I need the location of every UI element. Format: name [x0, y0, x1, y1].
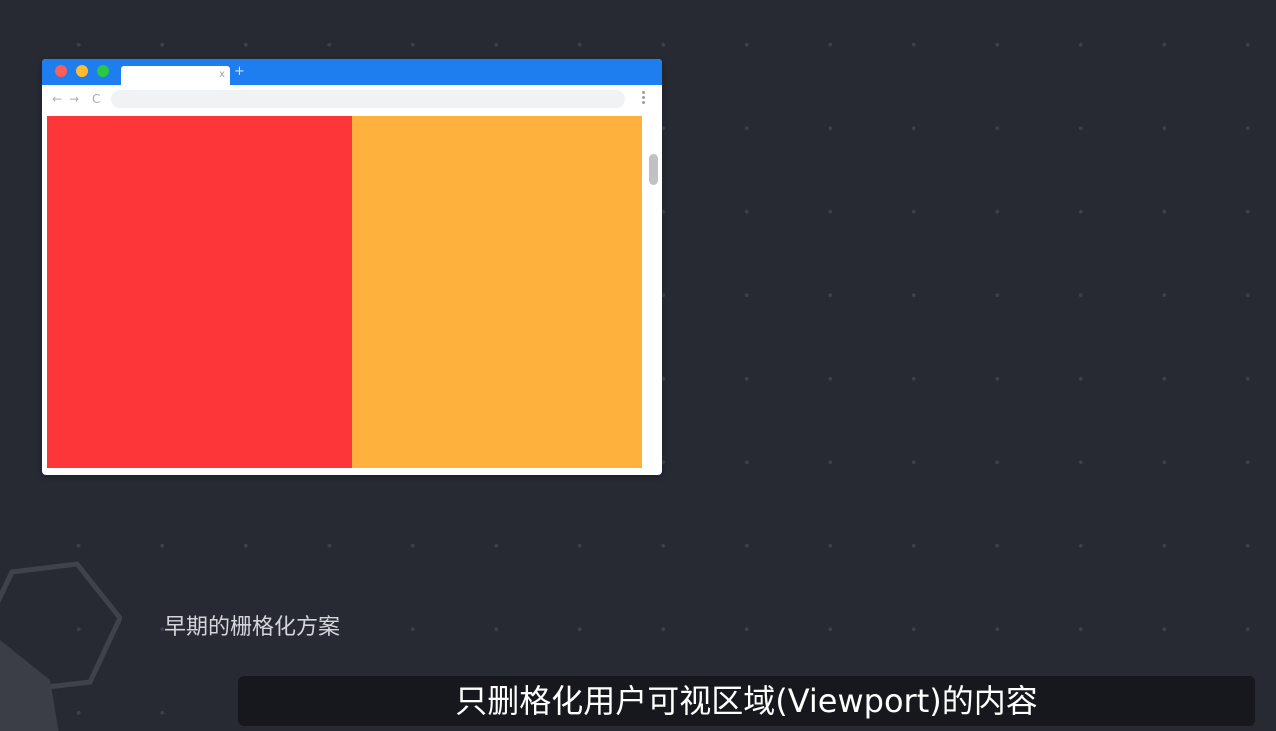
address-bar-input[interactable] — [111, 90, 625, 108]
red-content-block — [47, 116, 352, 468]
subtitle-bar: 只删格化用户可视区域(Viewport)的内容 — [238, 676, 1255, 726]
hexagon-fill-decoration — [0, 640, 59, 731]
scrollbar-thumb[interactable] — [649, 154, 658, 185]
new-tab-icon[interactable]: + — [234, 64, 245, 79]
vertical-scrollbar[interactable] — [645, 116, 659, 468]
page-viewport — [47, 116, 642, 468]
hexagon-outline-decoration — [0, 561, 122, 693]
reload-icon[interactable]: C — [92, 92, 101, 106]
window-maximize-button[interactable] — [97, 65, 109, 77]
forward-arrow-icon[interactable]: → — [69, 92, 80, 106]
kebab-menu-icon[interactable] — [640, 91, 646, 109]
browser-tab[interactable]: x — [121, 66, 230, 87]
browser-titlebar: x + — [42, 59, 662, 87]
window-close-button[interactable] — [55, 65, 67, 77]
window-minimize-button[interactable] — [76, 65, 88, 77]
section-title: 早期的栅格化方案 — [164, 615, 341, 640]
tab-close-icon[interactable]: x — [219, 69, 225, 80]
browser-window: x + ← → C — [42, 59, 662, 475]
back-arrow-icon[interactable]: ← — [52, 92, 63, 106]
orange-content-block — [352, 116, 642, 468]
browser-toolbar: ← → C — [42, 85, 662, 115]
subtitle-text: 只删格化用户可视区域(Viewport)的内容 — [455, 682, 1038, 720]
